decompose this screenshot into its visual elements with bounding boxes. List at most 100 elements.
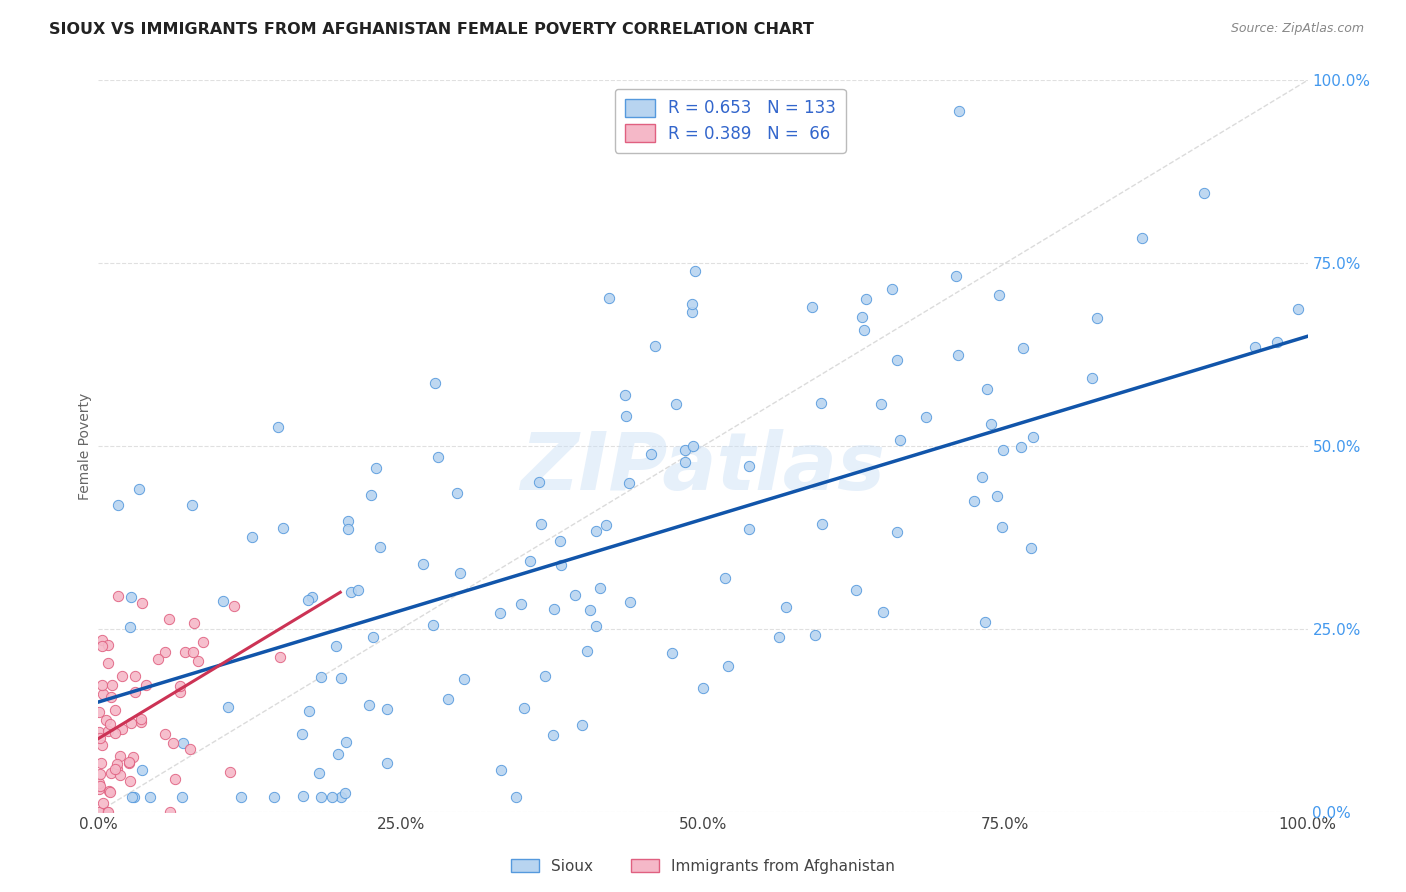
Point xyxy=(98,784,121,798)
Point xyxy=(801,300,824,314)
Point xyxy=(129,712,152,726)
Point xyxy=(1194,186,1216,201)
Point xyxy=(128,482,150,496)
Point xyxy=(169,679,191,693)
Point xyxy=(665,397,688,411)
Point xyxy=(543,601,565,615)
Point xyxy=(229,790,252,805)
Point xyxy=(87,725,110,739)
Point xyxy=(91,796,114,810)
Point xyxy=(589,581,612,595)
Point xyxy=(988,288,1011,302)
Point xyxy=(104,726,127,740)
Point xyxy=(217,699,239,714)
Point xyxy=(321,790,343,805)
Point xyxy=(100,766,122,780)
Point xyxy=(105,757,128,772)
Point xyxy=(1265,335,1288,350)
Point xyxy=(122,750,145,764)
Point xyxy=(714,571,737,585)
Point xyxy=(564,588,586,602)
Point xyxy=(619,475,641,490)
Point xyxy=(533,669,555,683)
Point xyxy=(768,630,790,644)
Point xyxy=(571,717,593,731)
Point xyxy=(90,640,112,654)
Point xyxy=(179,742,201,756)
Point xyxy=(124,669,146,683)
Point xyxy=(157,612,180,626)
Point xyxy=(1019,541,1042,555)
Point xyxy=(120,715,142,730)
Point xyxy=(359,698,381,712)
Point xyxy=(1010,440,1032,454)
Point xyxy=(681,297,703,311)
Point xyxy=(775,599,797,614)
Point xyxy=(170,790,193,805)
Point xyxy=(489,607,512,621)
Point xyxy=(375,701,398,715)
Point xyxy=(1022,429,1045,443)
Point xyxy=(89,782,111,797)
Point xyxy=(550,558,572,573)
Point xyxy=(96,805,118,819)
Point xyxy=(89,731,111,745)
Point xyxy=(980,417,1002,431)
Point xyxy=(675,455,697,469)
Point xyxy=(640,447,662,461)
Point xyxy=(886,524,908,539)
Point xyxy=(108,749,131,764)
Point xyxy=(449,566,471,580)
Point xyxy=(340,584,363,599)
Point xyxy=(541,728,564,742)
Point xyxy=(886,352,908,367)
Point xyxy=(803,628,825,642)
Legend: Sioux, Immigrants from Afghanistan: Sioux, Immigrants from Afghanistan xyxy=(505,853,901,880)
Legend: R = 0.653   N = 133, R = 0.389   N =  66: R = 0.653 N = 133, R = 0.389 N = 66 xyxy=(614,88,846,153)
Point xyxy=(682,439,704,453)
Point xyxy=(94,713,117,727)
Point xyxy=(598,291,620,305)
Point xyxy=(131,597,153,611)
Point xyxy=(100,690,122,705)
Point xyxy=(661,646,683,660)
Point xyxy=(242,530,264,544)
Point xyxy=(96,638,118,652)
Point xyxy=(104,762,127,776)
Point xyxy=(530,516,553,531)
Point xyxy=(585,619,607,633)
Point xyxy=(181,498,204,512)
Point xyxy=(162,736,184,750)
Point xyxy=(169,685,191,699)
Point xyxy=(337,514,360,528)
Point xyxy=(111,669,134,683)
Point xyxy=(174,645,197,659)
Point xyxy=(163,772,186,786)
Point xyxy=(155,645,177,659)
Point xyxy=(108,768,131,782)
Point xyxy=(325,639,347,653)
Point xyxy=(336,522,359,536)
Point xyxy=(90,756,112,770)
Point xyxy=(579,603,602,617)
Point xyxy=(309,790,332,805)
Point xyxy=(811,517,834,532)
Point xyxy=(738,522,761,536)
Point xyxy=(301,590,323,604)
Point xyxy=(366,461,388,475)
Point xyxy=(576,644,599,658)
Point xyxy=(91,632,114,647)
Point xyxy=(872,606,894,620)
Point xyxy=(346,582,368,597)
Point xyxy=(527,475,550,489)
Point xyxy=(889,434,911,448)
Point xyxy=(120,773,142,788)
Point xyxy=(263,790,285,805)
Point xyxy=(129,714,152,729)
Point xyxy=(267,420,290,434)
Point xyxy=(870,397,893,411)
Point xyxy=(298,705,321,719)
Point xyxy=(692,681,714,696)
Point xyxy=(993,442,1015,457)
Point xyxy=(513,701,536,715)
